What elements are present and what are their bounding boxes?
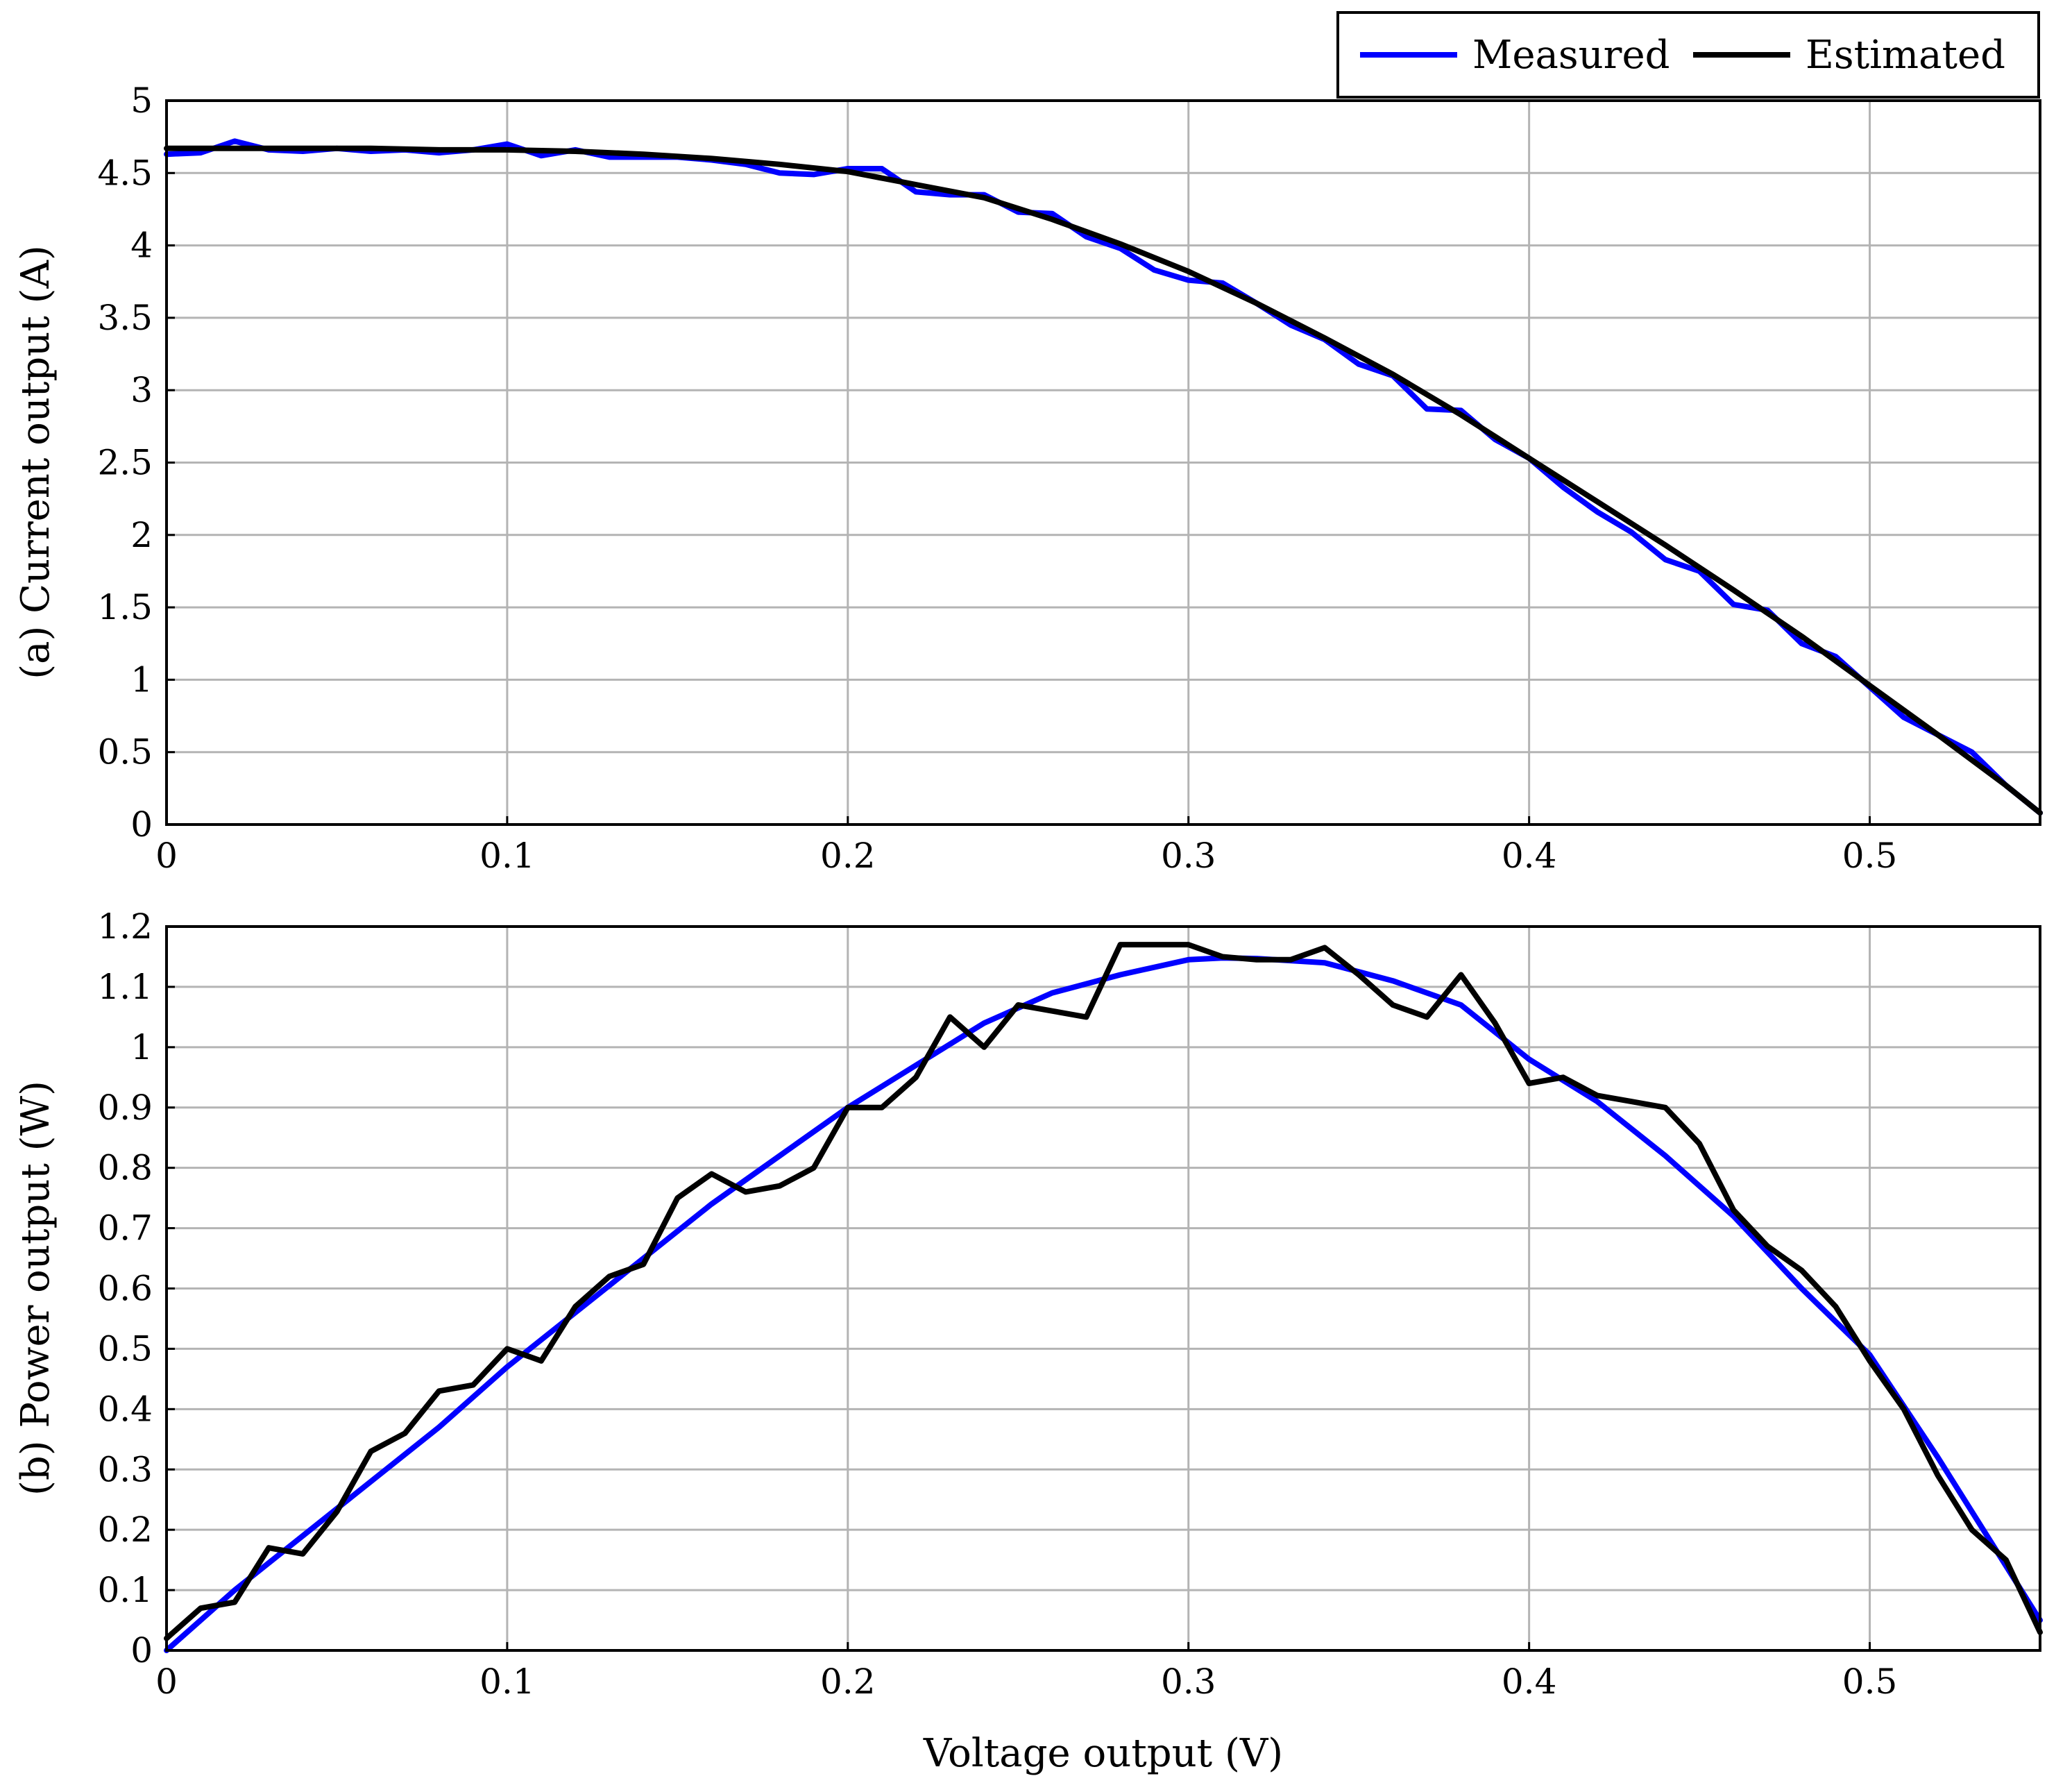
current-ytick-label: 3.5 xyxy=(97,298,153,338)
power-chart-grid xyxy=(165,925,2040,1652)
current-chart-ylabel: (a) Current output (A) xyxy=(13,245,58,679)
current-ytick-label: 5 xyxy=(130,81,153,121)
current-ytick-label: 2 xyxy=(130,515,153,555)
legend: Measured Estimated xyxy=(1336,11,2040,99)
current-chart-grid xyxy=(165,99,2040,826)
power-ytick-label: 1 xyxy=(130,1027,153,1067)
power-xtick-label: 0.4 xyxy=(1502,1662,1557,1702)
power-chart: 0 0.1 0.2 0.3 0.4 0.5 0 0.1 0.2 0.3 0.4 0.5 0.6 0.7 0.… xyxy=(13,906,2043,1776)
current-xtick-label: 0.4 xyxy=(1502,836,1557,876)
current-chart: 0 0.1 0.2 0.3 0.4 0.5 0 0.5 1 1.5 2 2.5 3 3.5 4 4.5 5 (a… xyxy=(13,81,2043,876)
power-ytick-label: 1.1 xyxy=(97,967,153,1007)
current-ytick-label: 3 xyxy=(130,370,153,410)
power-xtick-label: 0.3 xyxy=(1161,1662,1216,1702)
current-ytick-label: 0.5 xyxy=(97,732,153,772)
power-series-measured-line xyxy=(164,942,2043,1641)
power-series-estimated-line xyxy=(164,955,2043,1653)
power-ytick-label: 0.3 xyxy=(97,1449,153,1489)
power-ytick-label: 0.8 xyxy=(97,1148,153,1188)
power-ytick-label: 0.9 xyxy=(97,1088,153,1128)
power-chart-series xyxy=(164,942,2043,1653)
current-series-estimated-line xyxy=(164,145,2043,816)
power-ytick-label: 0.4 xyxy=(97,1389,153,1429)
power-chart-ylabel: (b) Power output (W) xyxy=(13,1081,58,1496)
current-ytick-label: 4 xyxy=(130,226,153,266)
current-xtick-label: 0.1 xyxy=(479,836,535,876)
power-ytick-label: 0.2 xyxy=(97,1510,153,1550)
power-xtick-label: 0 xyxy=(155,1662,178,1702)
power-xtick-label: 0.2 xyxy=(820,1662,876,1702)
current-series-measured-line xyxy=(164,138,2043,816)
legend-label-estimated: Estimated xyxy=(1806,33,2005,78)
power-chart-ticks: 0 0.1 0.2 0.3 0.4 0.5 0 0.1 0.2 0.3 0.4 0.5 0.6 0.7 0.… xyxy=(97,906,1897,1702)
current-ytick-label: 2.5 xyxy=(97,443,153,483)
current-ytick-label: 1.5 xyxy=(97,587,153,627)
current-xtick-label: 0 xyxy=(155,836,178,876)
current-xtick-label: 0.3 xyxy=(1161,836,1216,876)
legend-label-measured: Measured xyxy=(1472,33,1670,78)
current-ytick-label: 1 xyxy=(130,659,153,700)
current-chart-ticks: 0 0.1 0.2 0.3 0.4 0.5 0 0.5 1 1.5 2 2.5 3 3.5 4 4.5 5 xyxy=(97,81,1897,876)
power-ytick-label: 0.6 xyxy=(97,1269,153,1309)
current-ytick-label: 0 xyxy=(130,804,153,845)
current-xtick-label: 0.5 xyxy=(1842,836,1898,876)
power-chart-xlabel: Voltage output (V) xyxy=(923,1731,1283,1776)
current-ytick-label: 4.5 xyxy=(97,153,153,193)
current-chart-series xyxy=(164,138,2043,816)
power-ytick-label: 0 xyxy=(130,1630,153,1671)
power-ytick-label: 1.2 xyxy=(97,906,153,947)
power-ytick-label: 0.7 xyxy=(97,1208,153,1249)
power-xtick-label: 0.1 xyxy=(479,1662,535,1702)
power-ytick-label: 0.5 xyxy=(97,1328,153,1369)
power-ytick-label: 0.1 xyxy=(97,1570,153,1610)
current-xtick-label: 0.2 xyxy=(820,836,876,876)
power-xtick-label: 0.5 xyxy=(1842,1662,1898,1702)
